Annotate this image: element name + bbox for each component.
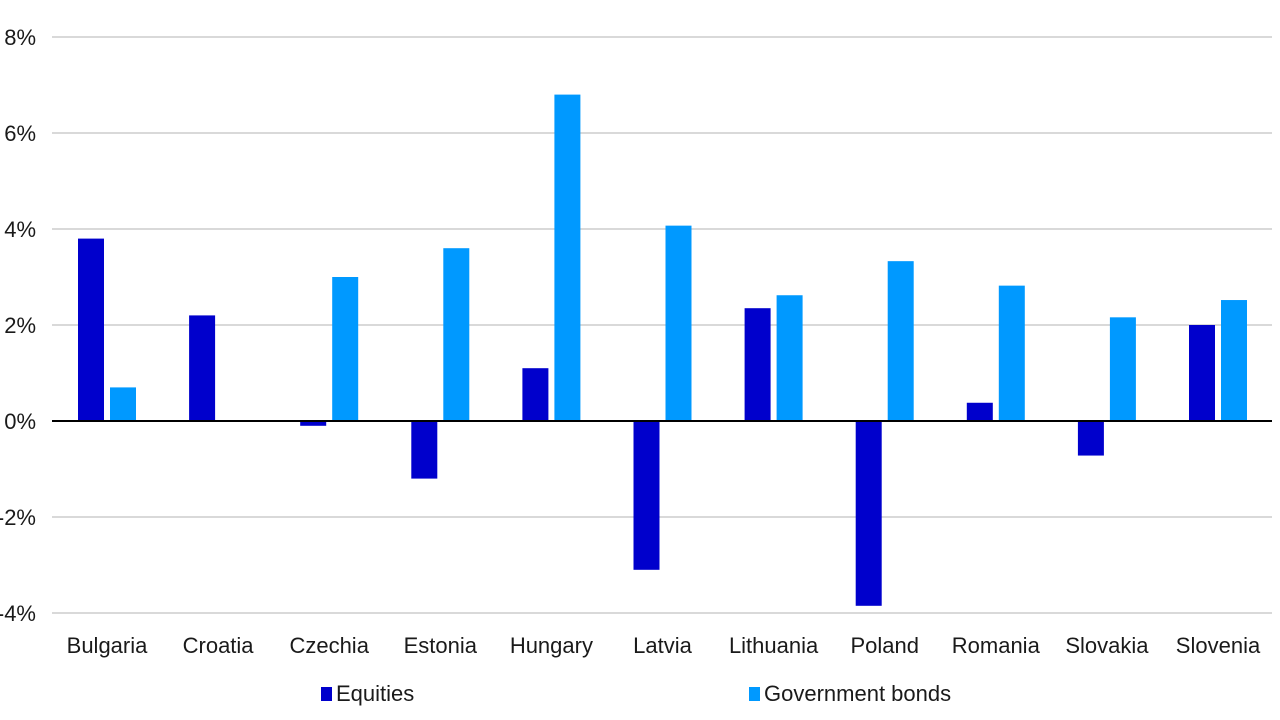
- bar-government-bonds-poland: [887, 261, 914, 421]
- y-tick-label: 0%: [4, 409, 36, 434]
- legend-item-equities: Equities: [321, 681, 414, 707]
- x-category-label: Hungary: [510, 633, 593, 658]
- x-category-label: Croatia: [183, 633, 255, 658]
- bar-government-bonds-bulgaria: [110, 387, 136, 421]
- bar-government-bonds-slovakia: [1109, 317, 1136, 421]
- bar-equities-hungary: [522, 368, 549, 421]
- bar-equities-latvia: [633, 421, 660, 570]
- x-category-label: Latvia: [633, 633, 692, 658]
- x-category-label: Romania: [952, 633, 1041, 658]
- legend: Equities Government bonds: [0, 681, 1280, 711]
- legend-item-government-bonds: Government bonds: [749, 681, 951, 707]
- y-tick-label: 2%: [4, 313, 36, 338]
- bar-equities-croatia: [189, 315, 216, 421]
- bar-equities-lithuania: [744, 308, 771, 421]
- x-category-label: Poland: [850, 633, 919, 658]
- bar-government-bonds-estonia: [443, 248, 470, 421]
- x-category-label: Czechia: [289, 633, 369, 658]
- legend-swatch-equities: [321, 687, 332, 701]
- bar-government-bonds-czechia: [332, 277, 359, 421]
- x-axis-categories: Bulgaria Croatia Czechia Estonia Hungary Latv…: [67, 633, 1261, 658]
- bar-government-bonds-lithuania: [776, 295, 803, 421]
- bars: [78, 94, 1247, 606]
- bar-government-bonds-slovenia: [1221, 300, 1247, 421]
- bar-equities-slovenia: [1189, 325, 1215, 421]
- legend-label-equities: Equities: [336, 681, 415, 706]
- legend-swatch-government-bonds: [749, 687, 760, 701]
- y-axis-ticks: -4% -2% 0% 2% 4% 6% 8%: [0, 25, 36, 626]
- bar-equities-slovakia: [1077, 421, 1104, 456]
- bar-equities-estonia: [411, 421, 438, 479]
- x-category-label: Estonia: [404, 633, 478, 658]
- bar-government-bonds-latvia: [665, 225, 692, 421]
- x-category-label: Lithuania: [729, 633, 819, 658]
- gridlines: [52, 36, 1272, 614]
- bar-equities-czechia: [300, 421, 327, 426]
- bar-equities-bulgaria: [78, 238, 104, 421]
- y-tick-label: -4%: [0, 601, 36, 626]
- y-tick-label: 8%: [4, 25, 36, 50]
- x-category-label: Slovakia: [1065, 633, 1149, 658]
- bar-equities-romania: [966, 402, 993, 421]
- x-category-label: Slovenia: [1176, 633, 1261, 658]
- y-tick-label: 4%: [4, 217, 36, 242]
- y-tick-label: -2%: [0, 505, 36, 530]
- bar-equities-poland: [855, 421, 882, 606]
- bar-government-bonds-hungary: [554, 94, 581, 421]
- legend-label-government-bonds: Government bonds: [764, 681, 952, 706]
- y-tick-label: 6%: [4, 121, 36, 146]
- bar-government-bonds-romania: [998, 285, 1025, 421]
- x-category-label: Bulgaria: [67, 633, 148, 658]
